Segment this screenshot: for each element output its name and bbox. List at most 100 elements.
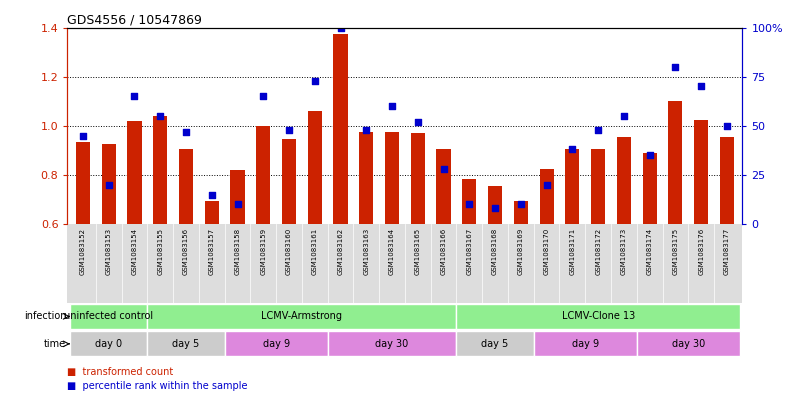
Point [308, 77, 321, 84]
Text: day 5: day 5 [172, 339, 199, 349]
Bar [669, 101, 683, 224]
Bar [179, 149, 193, 224]
Text: LCMV-Clone 13: LCMV-Clone 13 [561, 311, 634, 321]
Text: GSM1083168: GSM1083168 [492, 228, 498, 275]
Text: day 30: day 30 [672, 339, 705, 349]
Point [489, 205, 502, 211]
Bar [637, 331, 740, 356]
Bar [225, 331, 328, 356]
Bar [617, 137, 631, 224]
Point [643, 152, 656, 158]
Point [360, 127, 372, 133]
Point [386, 103, 399, 109]
Text: GSM1083177: GSM1083177 [724, 228, 730, 275]
Text: GSM1083154: GSM1083154 [132, 228, 137, 275]
Point [206, 191, 218, 198]
Text: day 9: day 9 [263, 339, 290, 349]
Text: GSM1083157: GSM1083157 [209, 228, 214, 275]
Text: GDS4556 / 10547869: GDS4556 / 10547869 [67, 13, 202, 26]
Bar [333, 34, 348, 224]
Bar [148, 331, 225, 356]
Point [179, 129, 192, 135]
Text: GSM1083156: GSM1083156 [183, 228, 189, 275]
Bar [359, 132, 373, 224]
Text: GSM1083173: GSM1083173 [621, 228, 627, 275]
Bar [205, 201, 219, 224]
Text: GSM1083159: GSM1083159 [260, 228, 266, 275]
Text: GSM1083175: GSM1083175 [673, 228, 678, 275]
Text: ■  percentile rank within the sample: ■ percentile rank within the sample [67, 381, 248, 391]
Point [437, 166, 450, 172]
Text: day 30: day 30 [376, 339, 409, 349]
Point [592, 127, 604, 133]
Text: GSM1083165: GSM1083165 [414, 228, 421, 275]
Text: GSM1083174: GSM1083174 [646, 228, 653, 275]
Bar [308, 111, 322, 224]
Bar [148, 304, 457, 329]
Point [721, 123, 734, 129]
Text: GSM1083162: GSM1083162 [337, 228, 344, 275]
Point [463, 201, 476, 208]
Point [128, 93, 141, 99]
Bar [694, 119, 708, 224]
Bar [462, 178, 476, 224]
Text: GSM1083158: GSM1083158 [234, 228, 241, 275]
Bar [70, 304, 148, 329]
Text: GSM1083171: GSM1083171 [569, 228, 576, 275]
Text: GSM1083160: GSM1083160 [286, 228, 292, 275]
Bar [328, 331, 457, 356]
Bar [457, 331, 534, 356]
Bar [534, 331, 637, 356]
Point [257, 93, 270, 99]
Bar [153, 116, 168, 224]
Point [566, 146, 579, 152]
Bar [410, 133, 425, 224]
Point [231, 201, 244, 208]
Point [695, 83, 707, 90]
Bar [102, 144, 116, 224]
Text: time: time [44, 339, 66, 349]
Point [515, 201, 527, 208]
Bar [127, 121, 141, 224]
Point [618, 113, 630, 119]
Bar [385, 132, 399, 224]
Text: day 9: day 9 [572, 339, 599, 349]
Text: LCMV-Armstrong: LCMV-Armstrong [261, 311, 342, 321]
Bar [70, 331, 148, 356]
Text: GSM1083170: GSM1083170 [544, 228, 549, 275]
Bar [256, 126, 270, 224]
Text: GSM1083176: GSM1083176 [698, 228, 704, 275]
Bar [540, 169, 553, 224]
Bar [720, 137, 734, 224]
Point [411, 119, 424, 125]
Text: day 5: day 5 [481, 339, 509, 349]
Text: GSM1083161: GSM1083161 [312, 228, 318, 275]
Bar [565, 149, 580, 224]
Bar [488, 186, 502, 224]
Text: GSM1083163: GSM1083163 [364, 228, 369, 275]
Text: GSM1083155: GSM1083155 [157, 228, 164, 275]
Text: GSM1083166: GSM1083166 [441, 228, 446, 275]
Text: day 0: day 0 [95, 339, 122, 349]
Text: ■  transformed count: ■ transformed count [67, 367, 174, 377]
Text: infection: infection [24, 311, 66, 321]
Point [102, 182, 115, 188]
Text: GSM1083172: GSM1083172 [596, 228, 601, 275]
Point [669, 64, 682, 70]
Point [283, 127, 295, 133]
Bar [230, 170, 245, 224]
Bar [457, 304, 740, 329]
Bar [642, 153, 657, 224]
Text: GSM1083153: GSM1083153 [106, 228, 112, 275]
Text: GSM1083164: GSM1083164 [389, 228, 395, 275]
Text: GSM1083167: GSM1083167 [466, 228, 472, 275]
Point [334, 24, 347, 31]
Bar [282, 139, 296, 224]
Point [540, 182, 553, 188]
Bar [437, 149, 451, 224]
Point [76, 132, 89, 139]
Text: uninfected control: uninfected control [64, 311, 153, 321]
Text: GSM1083169: GSM1083169 [518, 228, 524, 275]
Bar [76, 142, 90, 224]
Bar [514, 201, 528, 224]
